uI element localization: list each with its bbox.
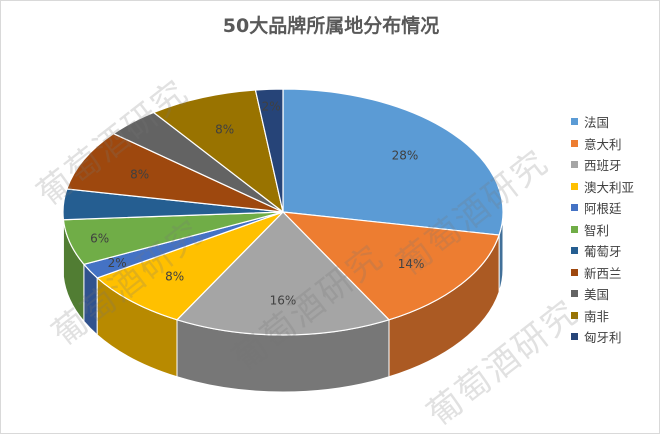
slice-6-data-label: 6% <box>90 231 109 245</box>
legend-swatch <box>571 269 578 276</box>
slice-5-data-label: 2% <box>108 256 127 270</box>
slice-10-data-label: 8% <box>215 123 234 137</box>
legend-swatch <box>571 290 578 297</box>
legend-swatch <box>571 312 578 319</box>
legend: 法国意大利西班牙澳大利亚阿根廷智利葡萄牙新西兰美国南非匈牙利 <box>571 111 634 348</box>
slice-4-data-label: 8% <box>165 270 184 284</box>
legend-swatch <box>571 333 578 340</box>
legend-item-3: 西班牙 <box>571 154 634 176</box>
legend-item-7: 葡萄牙 <box>571 240 634 262</box>
legend-label: 智利 <box>584 220 609 239</box>
legend-label: 新西兰 <box>584 263 622 282</box>
legend-swatch <box>571 226 578 233</box>
legend-item-1: 法国 <box>571 111 634 133</box>
legend-item-6: 智利 <box>571 219 634 241</box>
legend-swatch <box>571 118 578 125</box>
legend-swatch <box>571 140 578 147</box>
legend-item-4: 澳大利亚 <box>571 176 634 198</box>
legend-label: 匈牙利 <box>584 327 622 346</box>
slice-11-data-label: 2% <box>262 99 281 113</box>
legend-label: 葡萄牙 <box>584 241 622 260</box>
legend-swatch <box>571 204 578 211</box>
legend-label: 南非 <box>584 306 609 325</box>
legend-label: 意大利 <box>584 134 622 153</box>
legend-label: 美国 <box>584 284 609 303</box>
legend-item-2: 意大利 <box>571 133 634 155</box>
slice-8-data-label: 8% <box>130 167 149 181</box>
legend-item-11: 匈牙利 <box>571 326 634 348</box>
legend-swatch <box>571 183 578 190</box>
legend-item-5: 阿根廷 <box>571 197 634 219</box>
legend-label: 西班牙 <box>584 155 622 174</box>
legend-label: 法国 <box>584 112 609 131</box>
legend-item-8: 新西兰 <box>571 262 634 284</box>
legend-item-9: 美国 <box>571 283 634 305</box>
legend-item-10: 南非 <box>571 305 634 327</box>
slice-3-data-label: 16% <box>270 294 297 308</box>
legend-swatch <box>571 161 578 168</box>
slice-1-data-label: 28% <box>392 149 419 163</box>
legend-label: 澳大利亚 <box>584 177 634 196</box>
slice-2-data-label: 14% <box>398 257 425 271</box>
legend-label: 阿根廷 <box>584 198 622 217</box>
legend-swatch <box>571 247 578 254</box>
